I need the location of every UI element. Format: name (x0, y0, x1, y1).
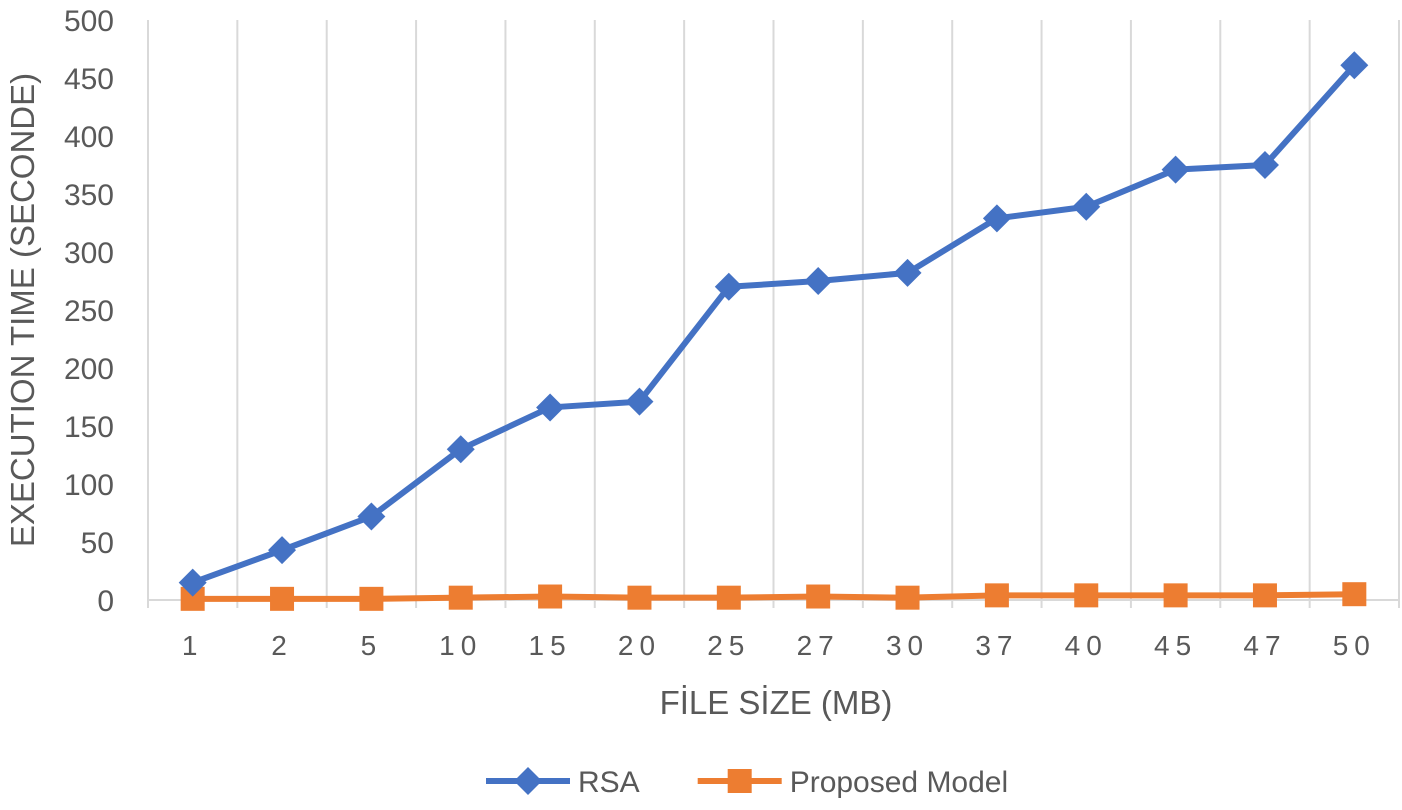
data-point (446, 435, 475, 464)
y-tick-label: 0 (97, 585, 114, 618)
legend: RSA Proposed Model (486, 766, 1008, 799)
y-tick-label: 400 (64, 121, 114, 154)
x-tick-label: 47 (1243, 630, 1286, 661)
x-tick-label: 1 (182, 630, 204, 661)
data-point (1161, 155, 1190, 184)
data-point (1250, 151, 1279, 179)
data-point (268, 536, 297, 565)
data-point (1163, 583, 1188, 608)
x-tick-label: 30 (886, 630, 929, 661)
legend-marker (514, 767, 542, 795)
x-tick-label: 40 (1065, 630, 1108, 661)
series (178, 51, 1369, 611)
y-tick-label: 200 (64, 353, 114, 386)
y-tick-label: 50 (81, 527, 114, 560)
y-tick-label: 150 (64, 411, 114, 444)
y-tick-labels: 0 50 100 150 200 250 300 350 400 450 500 (64, 5, 114, 618)
data-point (895, 585, 920, 610)
y-tick-label: 100 (64, 469, 114, 502)
data-point (357, 502, 386, 531)
data-point (627, 585, 652, 610)
series-rsa (178, 51, 1369, 597)
x-tick-labels: 1 2 5 10 15 20 25 27 30 37 40 45 47 50 (182, 630, 1376, 661)
series-proposed-model (180, 582, 1367, 611)
series-line (192, 591, 1355, 602)
data-point (270, 586, 295, 611)
data-point (982, 204, 1011, 233)
y-tick-label: 350 (64, 179, 114, 212)
legend-item: Proposed Model (697, 766, 1008, 799)
legend-marker (727, 769, 752, 793)
x-tick-label: 2 (271, 630, 293, 661)
data-point (359, 586, 384, 611)
y-tick-label: 450 (64, 63, 114, 96)
data-point (804, 267, 833, 295)
legend-label: Proposed Model (790, 766, 1008, 799)
data-point (536, 393, 565, 422)
x-tick-label: 15 (529, 630, 572, 661)
data-point (448, 585, 473, 610)
x-tick-label: 5 (361, 630, 383, 661)
legend-item: RSA (486, 766, 640, 799)
data-point (984, 583, 1009, 608)
data-point (806, 584, 831, 609)
legend-label: RSA (578, 766, 640, 799)
x-tick-label: 45 (1154, 630, 1197, 661)
data-point (625, 387, 654, 416)
data-point (716, 585, 741, 610)
x-tick-label: 25 (707, 630, 750, 661)
data-point (893, 258, 922, 287)
data-point (714, 272, 743, 301)
x-axis-label: FİLE SİZE (MB) (660, 684, 893, 721)
data-point (538, 584, 563, 609)
x-tick-label: 10 (439, 630, 482, 661)
x-tick-label: 37 (975, 630, 1018, 661)
data-point (1252, 583, 1277, 608)
data-point (178, 568, 207, 597)
x-tick-label: 20 (618, 630, 661, 661)
x-tick-label: 50 (1333, 630, 1376, 661)
y-tick-label: 300 (64, 237, 114, 270)
data-point (1342, 582, 1367, 607)
x-tick-label: 27 (797, 630, 840, 661)
y-tick-label: 500 (64, 5, 114, 38)
grid-lines (147, 20, 1400, 600)
data-point (1072, 192, 1101, 221)
y-tick-label: 250 (64, 295, 114, 328)
data-point (1340, 51, 1369, 80)
y-axis-label: EXECUTION TIME (SECONDE) (4, 73, 41, 547)
data-point (1074, 583, 1099, 608)
series-line (191, 63, 1357, 586)
